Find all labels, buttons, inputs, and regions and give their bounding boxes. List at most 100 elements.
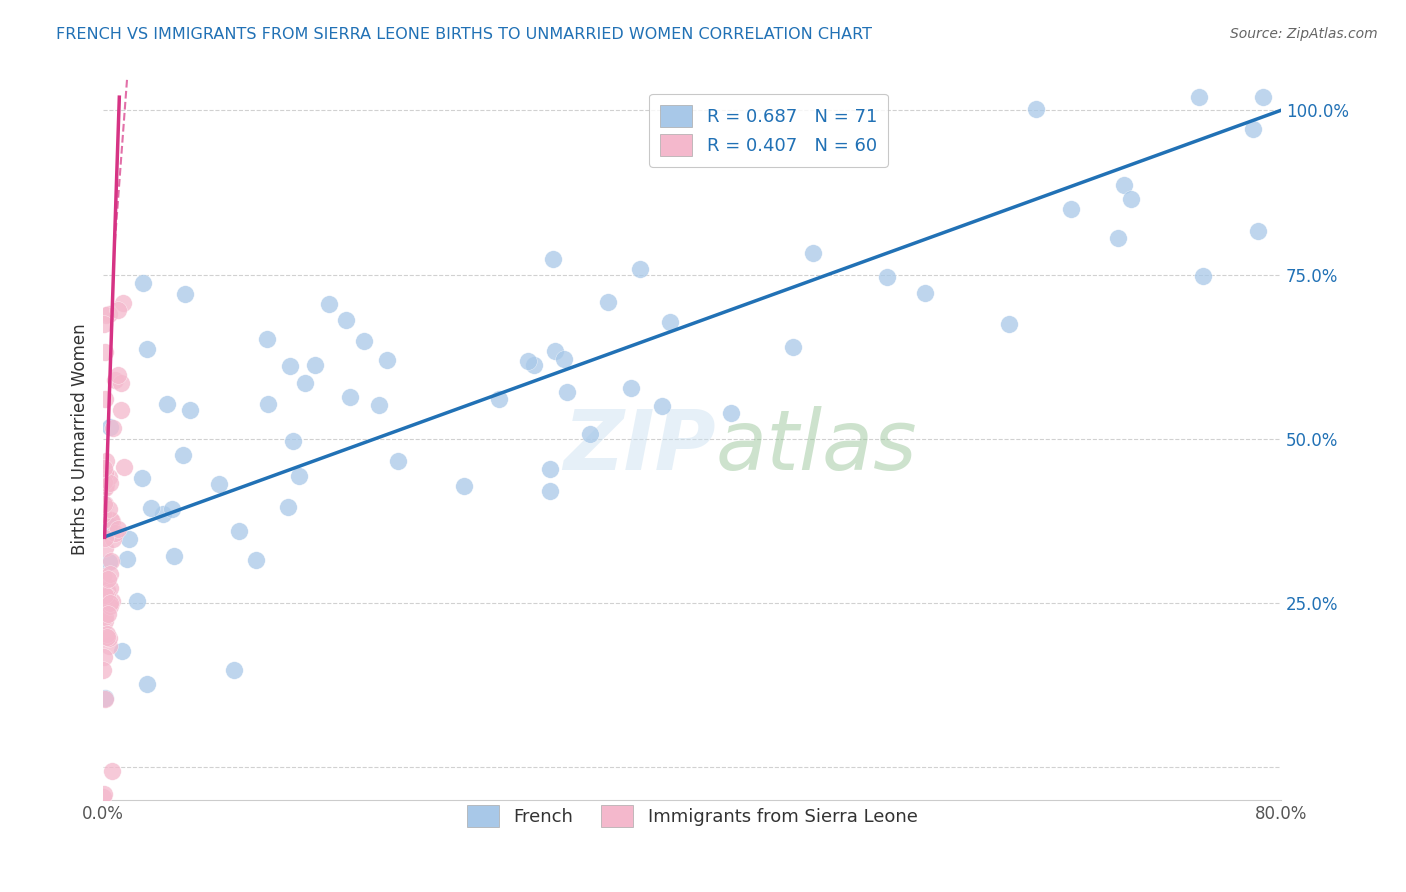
Point (163, 549, 186, 563)
Point (98, 596, 121, 610)
Point (98, 631, 121, 645)
Point (1251, 90, 1274, 104)
Point (914, 286, 936, 301)
Point (96, 583, 118, 598)
Point (1114, 178, 1136, 192)
Point (97, 572, 120, 586)
Point (136, 677, 159, 691)
Point (620, 381, 643, 395)
Point (1241, 122, 1264, 136)
Point (93, 498, 115, 512)
Point (353, 334, 375, 348)
Point (97, 519, 120, 533)
Point (208, 476, 231, 491)
Point (257, 397, 280, 411)
Point (94, 692, 117, 706)
Point (93, 541, 115, 555)
Point (110, 376, 132, 390)
Point (131, 471, 153, 485)
Point (579, 427, 602, 442)
Point (136, 342, 159, 356)
Point (523, 358, 546, 372)
Point (96, 630, 118, 644)
Point (107, 522, 129, 536)
Point (375, 353, 398, 368)
Point (720, 406, 742, 420)
Text: ZIP: ZIP (562, 406, 716, 486)
Point (111, 295, 134, 310)
Point (91, 590, 114, 604)
Point (1121, 192, 1143, 206)
Point (93, 614, 115, 628)
Point (100, 599, 122, 614)
Point (94, 610, 117, 624)
Point (538, 484, 561, 499)
Point (97, 308, 120, 322)
Point (553, 352, 575, 367)
Point (132, 277, 155, 291)
Point (93, 475, 115, 489)
Point (101, 421, 124, 435)
Point (101, 764, 124, 778)
Point (1188, 90, 1211, 104)
Point (117, 533, 139, 547)
Point (96, 589, 118, 603)
Point (152, 507, 174, 521)
Point (94, 392, 117, 406)
Point (876, 269, 898, 284)
Point (174, 287, 197, 301)
Point (94, 454, 117, 468)
Point (555, 385, 578, 400)
Point (1025, 102, 1047, 116)
Point (516, 353, 538, 368)
Point (98, 470, 121, 484)
Point (94, 481, 117, 495)
Point (782, 340, 804, 354)
Point (294, 376, 316, 391)
Point (651, 399, 673, 413)
Point (538, 462, 561, 476)
Point (453, 479, 475, 493)
Point (97, 607, 120, 621)
Point (1247, 224, 1270, 238)
Point (97, 502, 120, 516)
Point (115, 552, 138, 566)
Point (94, 479, 117, 493)
Point (628, 262, 651, 277)
Point (659, 316, 682, 330)
Point (101, 514, 124, 528)
Point (256, 332, 278, 346)
Text: Source: ZipAtlas.com: Source: ZipAtlas.com (1230, 27, 1378, 41)
Point (96, 627, 118, 641)
Point (222, 663, 245, 677)
Point (543, 343, 565, 358)
Point (101, 594, 124, 608)
Point (98, 639, 121, 653)
Point (100, 553, 122, 567)
Point (156, 397, 179, 411)
Point (93, 508, 115, 522)
Point (98, 567, 121, 582)
Point (598, 294, 620, 309)
Point (139, 500, 162, 515)
Point (288, 468, 311, 483)
Point (1107, 231, 1129, 245)
Point (335, 312, 357, 326)
Point (104, 373, 127, 387)
Point (488, 392, 510, 407)
Point (100, 513, 122, 527)
Point (541, 252, 564, 266)
Legend: French, Immigrants from Sierra Leone: French, Immigrants from Sierra Leone (460, 798, 925, 835)
Point (367, 398, 389, 412)
Point (111, 643, 134, 657)
Point (228, 524, 250, 538)
Point (107, 303, 129, 318)
Y-axis label: Births to Unmarried Women: Births to Unmarried Women (72, 323, 89, 555)
Point (1060, 202, 1083, 217)
Point (91, 663, 114, 677)
Point (1192, 268, 1215, 283)
Point (94, 691, 117, 706)
Point (91, 569, 114, 583)
Point (103, 532, 125, 546)
Point (318, 296, 340, 310)
